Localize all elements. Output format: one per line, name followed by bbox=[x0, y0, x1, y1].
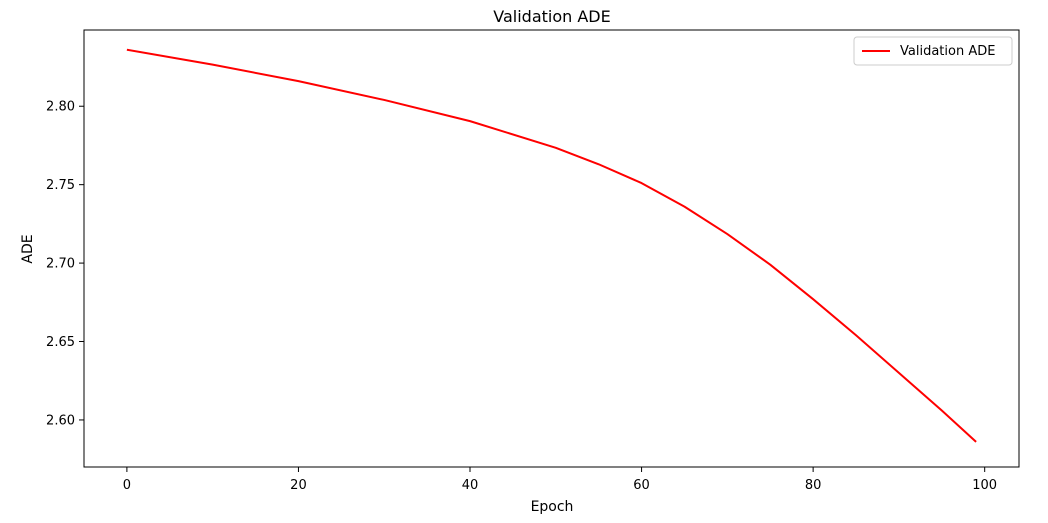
legend: Validation ADE bbox=[853, 36, 1013, 66]
y-tick-label: 2.80 bbox=[46, 100, 75, 115]
y-tick-label: 2.70 bbox=[46, 257, 75, 272]
y-axis-label: ADE bbox=[20, 234, 36, 263]
x-tick-label: 100 bbox=[972, 478, 997, 493]
x-tick-label: 20 bbox=[290, 478, 307, 493]
plot-area-frame bbox=[83, 29, 1020, 468]
x-tick-label: 60 bbox=[633, 478, 650, 493]
y-tick-label: 2.75 bbox=[46, 178, 75, 193]
y-tick-label: 2.60 bbox=[46, 413, 75, 428]
x-axis-label: Epoch bbox=[531, 499, 574, 515]
legend-box bbox=[853, 36, 1013, 66]
x-tick-label: 40 bbox=[462, 478, 479, 493]
chart-title: Validation ADE bbox=[493, 7, 610, 26]
y-tick-label: 2.65 bbox=[46, 335, 75, 350]
x-tick-label: 80 bbox=[805, 478, 822, 493]
x-axis-ticks: 0 20 40 60 80 100 bbox=[123, 467, 997, 493]
series-line bbox=[126, 48, 977, 443]
x-tick-label: 0 bbox=[123, 478, 131, 493]
legend-label: Validation ADE bbox=[900, 44, 995, 59]
y-axis-ticks: 2.60 2.65 2.70 2.75 2.80 bbox=[46, 100, 84, 428]
series-layer bbox=[126, 48, 977, 443]
